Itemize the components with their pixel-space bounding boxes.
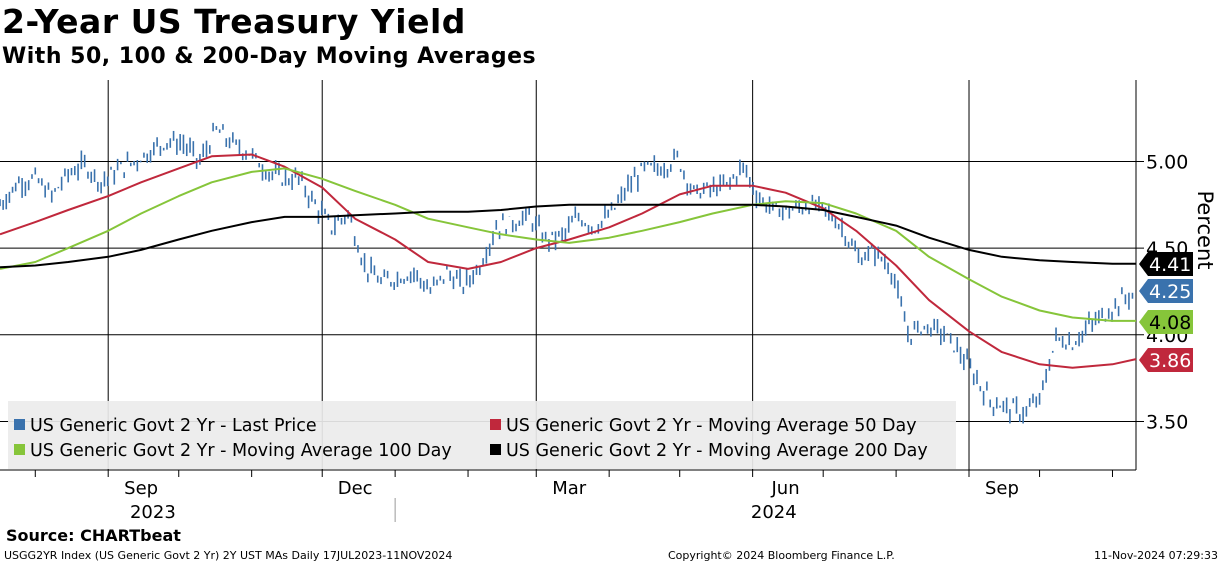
- last-value-tag: [1139, 252, 1193, 276]
- legend-label: US Generic Govt 2 Yr - Moving Average 50…: [506, 416, 917, 436]
- chart-title: 2-Year US Treasury Yield: [2, 2, 466, 41]
- copyright-note: Copyright© 2024 Bloomberg Finance L.P.: [668, 549, 895, 562]
- series-line-2: [0, 167, 1136, 322]
- year-label: 2023: [130, 502, 176, 523]
- legend-swatch: [490, 419, 501, 430]
- legend-swatch: [490, 444, 501, 455]
- legend-label: US Generic Govt 2 Yr - Last Price: [30, 416, 317, 436]
- last-value-tag: [1139, 348, 1193, 372]
- timestamp: 11-Nov-2024 07:29:33: [1093, 549, 1218, 562]
- y-tick-label: 5.00: [1146, 151, 1188, 173]
- x-tick-label: Sep: [985, 478, 1019, 499]
- source-note: Source: CHARTbeat: [6, 526, 181, 545]
- x-tick-label: Sep: [124, 478, 158, 499]
- last-value-tag: [1139, 279, 1193, 303]
- last-price-series: [0, 122, 1134, 424]
- last-value-tag: [1139, 310, 1193, 334]
- last-value-label: 4.25: [1149, 281, 1191, 303]
- legend-box: [8, 401, 956, 469]
- series-line-3: [0, 203, 1136, 269]
- last-value-label: 4.41: [1149, 254, 1191, 276]
- y-axis-title: Percent: [1193, 190, 1217, 269]
- x-tick-label: Dec: [338, 478, 373, 499]
- x-tick-label: Jun: [770, 478, 799, 499]
- year-label: 2024: [751, 502, 797, 523]
- chart-subtitle: With 50, 100 & 200-Day Moving Averages: [2, 44, 537, 69]
- legend-label: US Generic Govt 2 Yr - Moving Average 10…: [30, 441, 452, 461]
- legend-label: US Generic Govt 2 Yr - Moving Average 20…: [506, 441, 928, 461]
- last-value-label: 4.08: [1149, 312, 1191, 334]
- legend-swatch: [14, 444, 25, 455]
- index-info: USGG2YR Index (US Generic Govt 2 Yr) 2Y …: [4, 549, 453, 562]
- y-tick-label: 3.50: [1146, 411, 1188, 433]
- series-line-1: [0, 153, 1137, 369]
- last-value-label: 3.86: [1149, 350, 1191, 372]
- legend-swatch: [14, 419, 25, 430]
- x-tick-label: Mar: [552, 478, 587, 499]
